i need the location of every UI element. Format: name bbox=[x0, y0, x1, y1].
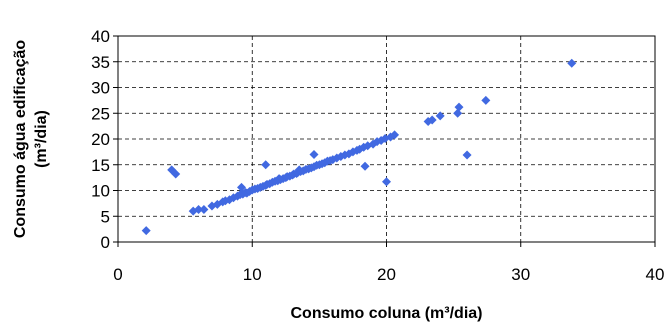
x-tick-label: 40 bbox=[646, 265, 665, 284]
y-axis-label-line2: (m³/dia) bbox=[33, 110, 50, 168]
y-tick-label: 0 bbox=[101, 233, 110, 252]
x-tick-label: 20 bbox=[377, 265, 396, 284]
data-point bbox=[481, 95, 491, 105]
y-tick-label: 15 bbox=[91, 156, 110, 175]
data-point bbox=[427, 115, 437, 125]
y-axis-ticks: 0 5 10 15 20 25 30 35 40 bbox=[91, 27, 118, 252]
data-points bbox=[141, 58, 577, 236]
data-point bbox=[141, 226, 151, 236]
data-point bbox=[294, 165, 304, 175]
y-tick-label: 35 bbox=[91, 53, 110, 72]
data-point bbox=[237, 182, 247, 192]
y-tick-label: 40 bbox=[91, 27, 110, 46]
y-tick-label: 5 bbox=[101, 207, 110, 226]
data-point bbox=[453, 108, 463, 118]
data-point bbox=[567, 58, 577, 68]
x-tick-label: 30 bbox=[511, 265, 530, 284]
data-point bbox=[199, 205, 209, 215]
x-tick-label: 10 bbox=[243, 265, 262, 284]
data-point bbox=[309, 149, 319, 159]
data-point bbox=[454, 102, 464, 112]
data-point bbox=[435, 111, 445, 121]
y-tick-label: 25 bbox=[91, 104, 110, 123]
data-point bbox=[382, 177, 391, 187]
y-tick-label: 10 bbox=[91, 182, 110, 201]
data-point bbox=[261, 160, 271, 170]
data-point bbox=[171, 169, 181, 179]
y-axis-label-line1: Consumo água edificação bbox=[12, 40, 29, 238]
x-axis-label: Consumo coluna (m³/dia) bbox=[291, 305, 483, 322]
y-tick-label: 20 bbox=[91, 130, 110, 149]
data-point bbox=[360, 161, 370, 171]
y-tick-label: 30 bbox=[91, 79, 110, 98]
x-axis-ticks: 0 10 20 30 40 bbox=[113, 242, 664, 284]
data-point bbox=[462, 150, 472, 160]
y-axis-label: Consumo água edificação (m³/dia) bbox=[12, 40, 50, 238]
x-tick-label: 0 bbox=[113, 265, 122, 284]
data-point bbox=[390, 130, 400, 140]
data-point bbox=[274, 174, 284, 184]
data-point bbox=[194, 205, 204, 215]
